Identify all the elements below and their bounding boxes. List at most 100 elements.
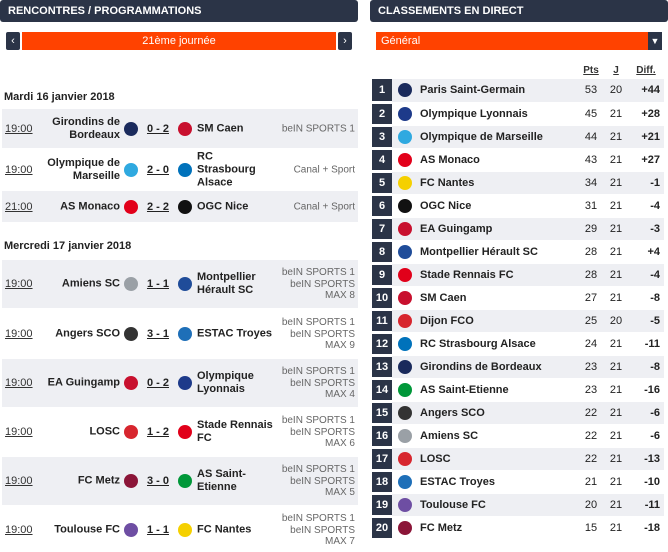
team-played: 21 [604, 424, 628, 448]
standings-row: 15 Angers SCO 22 21 -6 [372, 401, 664, 426]
team-crest-icon [392, 309, 420, 333]
standings-row: 8 Montpellier Hérault SC 28 21 +4 [372, 240, 664, 265]
home-team: Girondins de Bordeaux [52, 115, 120, 141]
team-name: Stade Rennais FC [420, 263, 578, 287]
rank-position: 14 [372, 378, 392, 403]
rank-position: 1 [372, 79, 392, 104]
home-team-crest-icon [124, 199, 138, 214]
standings-row: 9 Stade Rennais FC 28 21 -4 [372, 263, 664, 288]
match-score-link[interactable]: 3 - 0 [146, 475, 169, 487]
team-points: 53 [578, 79, 604, 103]
home-team: LOSC [89, 425, 120, 438]
team-name: Dijon FCO [420, 309, 578, 333]
team-goal-diff: -4 [628, 263, 664, 287]
home-team: FC Metz [77, 474, 120, 487]
home-team-crest-icon [124, 121, 138, 136]
away-team: AS Saint-Etienne [197, 468, 246, 493]
standings-row: 14 AS Saint-Etienne 23 21 -16 [372, 378, 664, 403]
match-score-link[interactable]: 0 - 2 [146, 377, 169, 389]
away-team: SM Caen [197, 122, 244, 134]
team-played: 21 [604, 102, 628, 126]
away-team-crest-icon [178, 199, 192, 214]
standings-select-value: Général [381, 35, 421, 47]
team-goal-diff: -5 [628, 309, 664, 333]
match-score-link[interactable]: 1 - 1 [146, 278, 169, 290]
team-goal-diff: +27 [628, 148, 664, 172]
match-score-link[interactable]: 2 - 0 [146, 163, 169, 176]
rank-position: 2 [372, 102, 392, 127]
team-points: 23 [578, 355, 604, 379]
standings-selector[interactable]: Général ▼ [376, 32, 662, 50]
match-score-link[interactable]: 0 - 2 [146, 122, 169, 135]
match-score-link[interactable]: 2 - 2 [146, 200, 169, 213]
team-name: Toulouse FC [420, 493, 578, 517]
match-row: 19:00 LOSC 1 - 2 Stade Rennais FC beIN SPORT… [2, 408, 358, 457]
team-crest-icon [392, 240, 420, 264]
team-points: 27 [578, 286, 604, 310]
tv-channel: beIN SPORTS 1 beIN SPORTS MAX 8 [281, 266, 355, 301]
team-crest-icon [392, 125, 420, 149]
matchday-label[interactable]: 21ème journée [22, 32, 336, 50]
standings-row: 16 Amiens SC 22 21 -6 [372, 424, 664, 449]
team-points: 45 [578, 102, 604, 126]
away-team-crest-icon [178, 376, 192, 390]
match-score-link[interactable]: 1 - 2 [146, 426, 169, 438]
match-time-link[interactable]: 19:00 [5, 426, 33, 438]
next-matchday-button[interactable]: › [338, 32, 352, 50]
match-time-link[interactable]: 19:00 [5, 328, 33, 340]
standings-row: 2 Olympique Lyonnais 45 21 +28 [372, 102, 664, 127]
standings-row: 19 Toulouse FC 20 21 -11 [372, 493, 664, 518]
prev-matchday-button[interactable]: ‹ [6, 32, 20, 50]
match-time-link[interactable]: 19:00 [5, 163, 33, 176]
standings-select[interactable]: Général ▼ [376, 32, 662, 50]
rank-position: 4 [372, 148, 392, 173]
rank-position: 8 [372, 240, 392, 265]
standings-row: 12 RC Strasbourg Alsace 24 21 -11 [372, 332, 664, 357]
away-team-crest-icon [178, 425, 192, 439]
chevron-down-icon[interactable]: ▼ [648, 32, 662, 50]
match-time-link[interactable]: 19:00 [5, 377, 33, 389]
match-row: 19:00 Girondins de Bordeaux 0 - 2 SM Caen be… [2, 109, 358, 149]
rank-position: 6 [372, 194, 392, 219]
rank-position: 20 [372, 516, 392, 541]
team-name: Amiens SC [420, 424, 578, 448]
away-team: Olympique Lyonnais [197, 370, 254, 395]
team-played: 21 [604, 217, 628, 241]
team-goal-diff: -1 [628, 171, 664, 195]
col-diff[interactable]: Diff. [636, 65, 656, 76]
away-team-crest-icon [178, 121, 192, 136]
match-time-link[interactable]: 19:00 [5, 122, 33, 135]
team-goal-diff: -6 [628, 424, 664, 448]
match-time-link[interactable]: 19:00 [5, 524, 33, 536]
home-team-crest-icon [124, 277, 138, 291]
col-pts[interactable]: Pts [583, 65, 599, 76]
match-row: 19:00 Olympique de Marseille 2 - 0 RC Stras… [2, 150, 358, 190]
team-name: LOSC [420, 447, 578, 471]
team-crest-icon [392, 194, 420, 218]
team-goal-diff: +21 [628, 125, 664, 149]
team-name: FC Nantes [420, 171, 578, 195]
away-team: Montpellier Hérault SC [197, 271, 256, 296]
team-crest-icon [392, 516, 420, 540]
match-time-link[interactable]: 21:00 [5, 200, 33, 213]
team-points: 22 [578, 401, 604, 425]
col-j[interactable]: J [613, 65, 619, 76]
team-points: 31 [578, 194, 604, 218]
standings-row: 20 FC Metz 15 21 -18 [372, 516, 664, 541]
team-points: 23 [578, 378, 604, 402]
match-score-link[interactable]: 1 - 1 [146, 524, 169, 536]
team-played: 21 [604, 447, 628, 471]
team-crest-icon [392, 263, 420, 287]
team-name: EA Guingamp [420, 217, 578, 241]
home-team-crest-icon [124, 425, 138, 439]
match-time-link[interactable]: 19:00 [5, 475, 33, 487]
team-points: 28 [578, 240, 604, 264]
team-points: 25 [578, 309, 604, 333]
tv-channel: beIN SPORTS 1 beIN SPORTS MAX 7 [281, 512, 355, 547]
match-score-link[interactable]: 3 - 1 [146, 328, 169, 340]
team-played: 21 [604, 470, 628, 494]
team-goal-diff: -11 [628, 332, 664, 356]
team-played: 21 [604, 378, 628, 402]
match-time-link[interactable]: 19:00 [5, 278, 33, 290]
team-goal-diff: -3 [628, 217, 664, 241]
